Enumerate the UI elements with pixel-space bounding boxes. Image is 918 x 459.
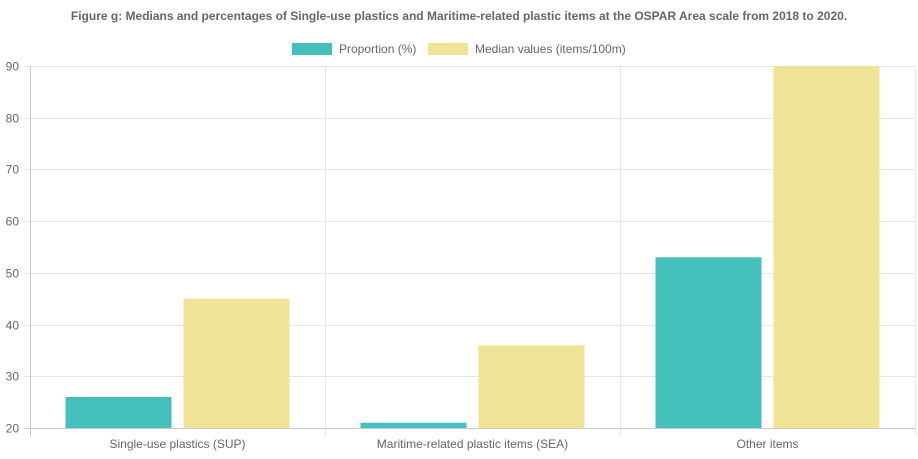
grid-lines (24, 66, 916, 436)
x-axis-ticks: Single-use plastics (SUP) Maritime-relate… (109, 437, 798, 451)
y-tick-label: 60 (6, 215, 20, 229)
bar-proportion-3[interactable] (655, 257, 762, 428)
x-tick-label: Maritime-related plastic items (SEA) (377, 437, 568, 451)
bar-median-3[interactable] (773, 66, 880, 428)
legend-label-2[interactable]: Median values (items/100m) (475, 42, 626, 56)
x-tick-label: Single-use plastics (SUP) (109, 437, 245, 451)
bar-median-2[interactable] (478, 345, 585, 428)
x-tick-label: Other items (736, 437, 798, 451)
bar-median-1[interactable] (183, 298, 290, 428)
bar-proportion-1[interactable] (65, 397, 172, 428)
legend-swatch-2[interactable] (428, 43, 468, 55)
y-tick-label: 30 (6, 370, 20, 384)
legend: Proportion (%) Median values (items/100m) (292, 42, 626, 56)
y-tick-label: 80 (6, 112, 20, 126)
bars (65, 66, 880, 428)
y-tick-label: 20 (6, 422, 20, 436)
legend-swatch-1[interactable] (292, 43, 332, 55)
y-axis-ticks: 20 30 40 50 60 70 80 90 (6, 60, 20, 436)
axes (24, 66, 915, 436)
y-tick-label: 90 (6, 60, 20, 74)
legend-label-1[interactable]: Proportion (%) (339, 42, 416, 56)
y-tick-label: 50 (6, 267, 20, 281)
y-tick-label: 70 (6, 163, 20, 177)
bar-proportion-2[interactable] (360, 422, 467, 428)
chart-title: Figure g: Medians and percentages of Sin… (71, 9, 847, 23)
y-tick-label: 40 (6, 319, 20, 333)
